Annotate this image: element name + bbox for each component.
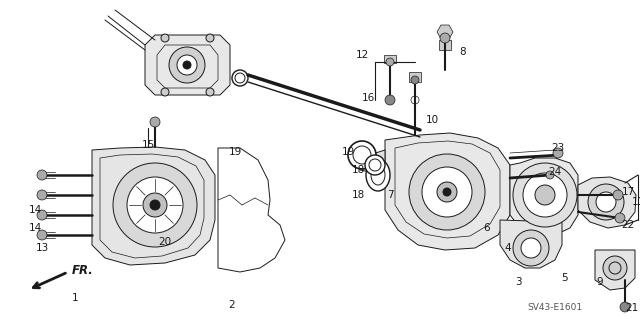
Text: 3: 3: [515, 277, 522, 287]
Text: 23: 23: [552, 143, 564, 153]
Polygon shape: [510, 158, 578, 235]
Text: 19: 19: [228, 147, 242, 157]
Circle shape: [150, 200, 160, 210]
Circle shape: [523, 173, 567, 217]
Circle shape: [232, 70, 248, 86]
Polygon shape: [360, 150, 385, 175]
Circle shape: [206, 88, 214, 96]
Circle shape: [596, 192, 616, 212]
Circle shape: [546, 171, 554, 179]
Polygon shape: [500, 220, 562, 268]
Circle shape: [443, 188, 451, 196]
Polygon shape: [578, 177, 636, 228]
Circle shape: [348, 141, 376, 169]
Text: 6: 6: [484, 223, 490, 233]
Ellipse shape: [366, 159, 390, 191]
Polygon shape: [145, 35, 230, 95]
Polygon shape: [384, 55, 396, 63]
Text: 12: 12: [355, 50, 369, 60]
Text: 22: 22: [621, 220, 635, 230]
Circle shape: [513, 163, 577, 227]
Circle shape: [37, 230, 47, 240]
Circle shape: [535, 185, 555, 205]
Text: 24: 24: [548, 167, 562, 177]
Circle shape: [603, 256, 627, 280]
Text: 7: 7: [387, 190, 394, 200]
Circle shape: [588, 184, 624, 220]
Circle shape: [521, 238, 541, 258]
Text: 14: 14: [28, 205, 42, 215]
Circle shape: [553, 148, 563, 158]
Circle shape: [206, 34, 214, 42]
Circle shape: [440, 33, 450, 43]
Circle shape: [613, 190, 623, 200]
Circle shape: [177, 55, 197, 75]
Circle shape: [113, 163, 197, 247]
Text: SV43-E1601: SV43-E1601: [527, 303, 582, 313]
Circle shape: [615, 213, 625, 223]
Circle shape: [150, 117, 160, 127]
Text: 8: 8: [460, 47, 467, 57]
Text: 18: 18: [351, 190, 365, 200]
Circle shape: [385, 95, 395, 105]
Polygon shape: [385, 133, 510, 250]
Polygon shape: [92, 147, 215, 265]
Text: 15: 15: [141, 140, 155, 150]
Text: 16: 16: [362, 93, 374, 103]
Circle shape: [161, 34, 169, 42]
Polygon shape: [595, 250, 635, 290]
Circle shape: [37, 190, 47, 200]
Text: 9: 9: [596, 277, 604, 287]
Text: 14: 14: [28, 223, 42, 233]
Polygon shape: [437, 25, 453, 39]
Text: 17: 17: [621, 187, 635, 197]
Text: 5: 5: [562, 273, 568, 283]
Circle shape: [409, 154, 485, 230]
Text: FR.: FR.: [72, 263, 93, 277]
Text: 18: 18: [351, 165, 365, 175]
Circle shape: [411, 76, 419, 84]
Text: 11: 11: [632, 197, 640, 207]
Text: 13: 13: [35, 243, 49, 253]
Circle shape: [513, 230, 549, 266]
Text: 20: 20: [159, 237, 172, 247]
Circle shape: [620, 302, 630, 312]
Circle shape: [365, 155, 385, 175]
Circle shape: [127, 177, 183, 233]
Text: 2: 2: [228, 300, 236, 310]
Circle shape: [183, 61, 191, 69]
Circle shape: [161, 88, 169, 96]
Circle shape: [386, 58, 394, 66]
Circle shape: [169, 47, 205, 83]
Text: 10: 10: [426, 115, 438, 125]
Text: 19: 19: [341, 147, 355, 157]
Text: 4: 4: [505, 243, 511, 253]
Circle shape: [143, 193, 167, 217]
Text: 1: 1: [72, 293, 78, 303]
Circle shape: [422, 167, 472, 217]
Text: 21: 21: [625, 303, 639, 313]
Polygon shape: [409, 72, 421, 82]
Circle shape: [37, 210, 47, 220]
Circle shape: [437, 182, 457, 202]
Polygon shape: [439, 40, 451, 50]
Circle shape: [37, 170, 47, 180]
